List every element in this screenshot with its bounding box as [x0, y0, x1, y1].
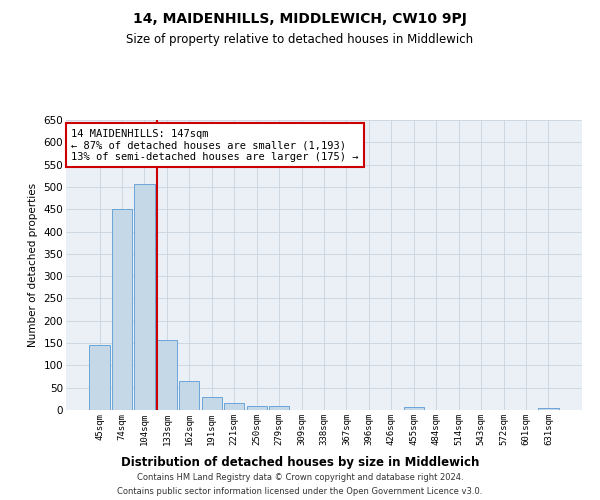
Bar	[89, 346, 110, 410]
Bar	[202, 396, 222, 410]
Bar	[269, 406, 289, 410]
Bar	[179, 381, 199, 410]
Text: Contains HM Land Registry data © Crown copyright and database right 2024.: Contains HM Land Registry data © Crown c…	[137, 473, 463, 482]
Bar	[247, 406, 267, 410]
Text: 14 MAIDENHILLS: 147sqm
← 87% of detached houses are smaller (1,193)
13% of semi-: 14 MAIDENHILLS: 147sqm ← 87% of detached…	[71, 128, 359, 162]
Bar	[112, 209, 132, 410]
Text: Size of property relative to detached houses in Middlewich: Size of property relative to detached ho…	[127, 32, 473, 46]
Text: Distribution of detached houses by size in Middlewich: Distribution of detached houses by size …	[121, 456, 479, 469]
Y-axis label: Number of detached properties: Number of detached properties	[28, 183, 38, 347]
Bar	[134, 184, 155, 410]
Text: 14, MAIDENHILLS, MIDDLEWICH, CW10 9PJ: 14, MAIDENHILLS, MIDDLEWICH, CW10 9PJ	[133, 12, 467, 26]
Bar	[538, 408, 559, 410]
Bar	[224, 404, 244, 410]
Bar	[404, 408, 424, 410]
Text: Contains public sector information licensed under the Open Government Licence v3: Contains public sector information licen…	[118, 486, 482, 496]
Bar	[157, 340, 177, 410]
